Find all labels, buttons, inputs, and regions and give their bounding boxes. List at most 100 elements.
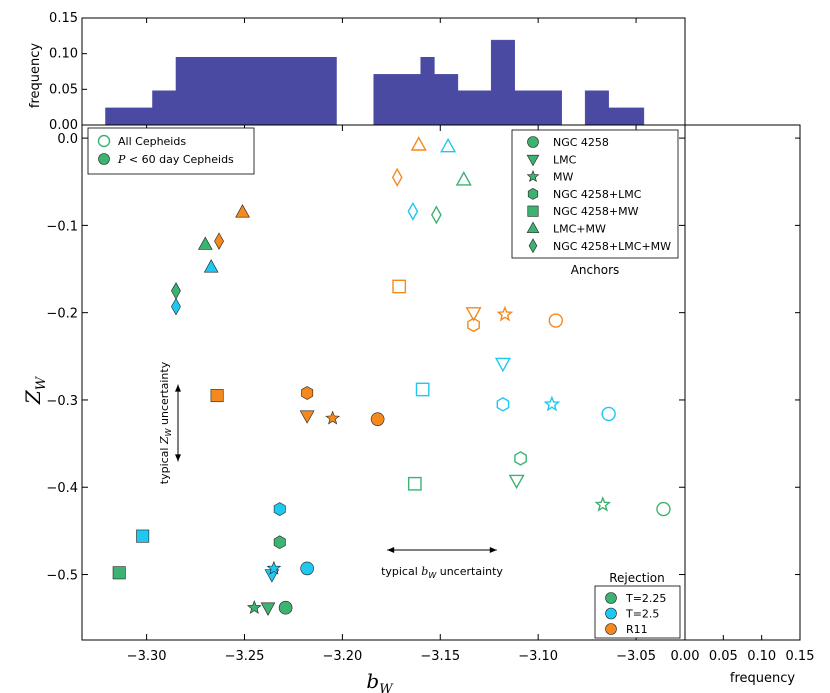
data-point <box>455 171 472 186</box>
data-point <box>391 167 403 187</box>
data-point <box>273 502 286 516</box>
legend-cepheids-marker <box>98 153 110 165</box>
legend-anchors-title: Anchors <box>571 263 620 277</box>
data-point <box>299 410 315 424</box>
right-hist-xlabel: frequency <box>730 671 796 686</box>
right-hist-tick-label: 0.00 <box>671 649 700 664</box>
top-hist-bar <box>608 107 645 126</box>
legend-rejection-marker <box>605 592 617 604</box>
x-tick-label: −3.15 <box>420 649 460 664</box>
bw-arrowhead-left <box>387 547 395 553</box>
top-hist-bar <box>152 90 177 126</box>
legend-rejection-marker <box>605 607 617 620</box>
y-axis-title: ZW <box>21 375 49 405</box>
top-hist-bar <box>541 90 562 126</box>
data-point <box>548 313 563 328</box>
top-hist-tick-label: 0.10 <box>49 47 78 62</box>
top-hist-tick-label: 0.15 <box>49 11 78 26</box>
top-hist-bar <box>373 74 421 126</box>
x-tick-label: −3.05 <box>616 649 656 664</box>
y-tick-label: −0.1 <box>46 219 78 234</box>
top-hist-bar <box>420 56 435 126</box>
legend-anchors-marker <box>527 188 539 200</box>
legend-cepheids-box <box>87 127 255 175</box>
legend-rejection-label: T=2.5 <box>625 608 659 621</box>
top-hist-bar <box>175 56 200 126</box>
data-point <box>171 297 181 316</box>
y-tick-label: −0.5 <box>46 569 78 584</box>
legend-anchors-label: LMC <box>553 153 577 166</box>
legend-anchors-marker <box>527 205 539 217</box>
x-tick-label: −3.10 <box>518 649 558 664</box>
top-hist-tick-label: 0.05 <box>49 82 78 97</box>
data-point <box>247 600 262 614</box>
top-hist-bar <box>434 74 459 126</box>
data-point <box>543 395 561 412</box>
legend-anchors-label: NGC 4258+LMC+MW <box>553 240 671 253</box>
data-point <box>273 535 286 550</box>
legend-anchors-marker <box>528 238 538 254</box>
top-hist-bar <box>584 90 609 126</box>
data-point <box>407 201 419 221</box>
y-tick-label: −0.2 <box>46 307 78 322</box>
legend-anchors-marker <box>526 169 540 182</box>
x-axis-title: bW <box>366 669 394 693</box>
data-point <box>260 602 276 616</box>
right-hist-tick-label: 0.10 <box>747 649 776 664</box>
legend-anchors-marker <box>526 221 540 233</box>
legend-anchors-label: NGC 4258+LMC <box>553 188 642 201</box>
data-point <box>494 357 511 373</box>
data-point <box>514 451 527 466</box>
main-plot-frame <box>81 124 686 641</box>
data-point <box>392 279 407 294</box>
legend-anchors-label: MW <box>553 171 573 184</box>
top-hist-ylabel: frequency <box>28 43 43 109</box>
top-hist-bar <box>105 107 153 126</box>
y-tick-label: −0.4 <box>46 481 78 496</box>
data-point <box>467 317 480 333</box>
data-point <box>278 600 293 615</box>
main-scatter-plot: −3.30 −3.25 −3.20 −3.15 −3.10 −3.05 0.0 −0.1 −0.… <box>21 124 686 693</box>
data-point <box>496 396 510 412</box>
data-point <box>370 412 385 426</box>
legend-anchors-marker <box>526 154 540 167</box>
data-point <box>430 205 442 225</box>
bw-uncertainty-label: typical bW uncertainty <box>381 565 503 580</box>
y-tick-label: 0.0 <box>57 132 78 147</box>
data-point <box>210 389 224 403</box>
top-hist-bar <box>199 56 337 126</box>
data-point <box>300 561 314 576</box>
top-hist-bar <box>457 90 492 126</box>
top-hist-bar <box>490 39 515 126</box>
legends: All Cepheids P < 60 day Cepheids NGC 4258 L… <box>87 127 681 639</box>
legend-anchors-label: NGC 4258+MW <box>553 205 639 218</box>
zw-arrowhead-bottom <box>175 454 181 462</box>
right-hist-tick-label: 0.05 <box>709 649 738 664</box>
data-point <box>171 282 181 300</box>
legend-rejection-label: R11 <box>626 623 648 636</box>
legend-cepheids-label: P < 60 day Cepheids <box>117 153 234 166</box>
data-point <box>601 406 616 422</box>
top-hist-bar <box>514 90 543 126</box>
right-hist-frame <box>685 124 801 641</box>
x-tick-label: −3.20 <box>322 649 362 664</box>
top-histogram: 0.00 0.05 0.10 0.15 frequency <box>28 11 686 133</box>
data-point <box>197 236 213 250</box>
legend-anchors-label: LMC+MW <box>553 223 606 236</box>
data-point <box>496 305 514 322</box>
legend-cepheids-label: All Cepheids <box>118 135 186 148</box>
top-hist-tick-label: 0.00 <box>49 118 78 133</box>
top-hist-frame <box>81 17 686 125</box>
data-point <box>410 136 427 151</box>
data-point <box>508 474 525 490</box>
data-point <box>407 476 422 491</box>
data-point <box>415 382 430 397</box>
bw-arrowhead-right <box>489 547 497 553</box>
right-histogram: 0.00 0.05 0.10 0.15 frequency <box>671 124 815 686</box>
data-point <box>214 232 224 250</box>
x-tick-label: −3.25 <box>225 649 265 664</box>
annotations: typical ZW uncertainty typical bW uncerta… <box>158 361 503 580</box>
legend-anchors-box <box>511 129 679 259</box>
right-hist-tick-label: 0.15 <box>786 649 815 664</box>
